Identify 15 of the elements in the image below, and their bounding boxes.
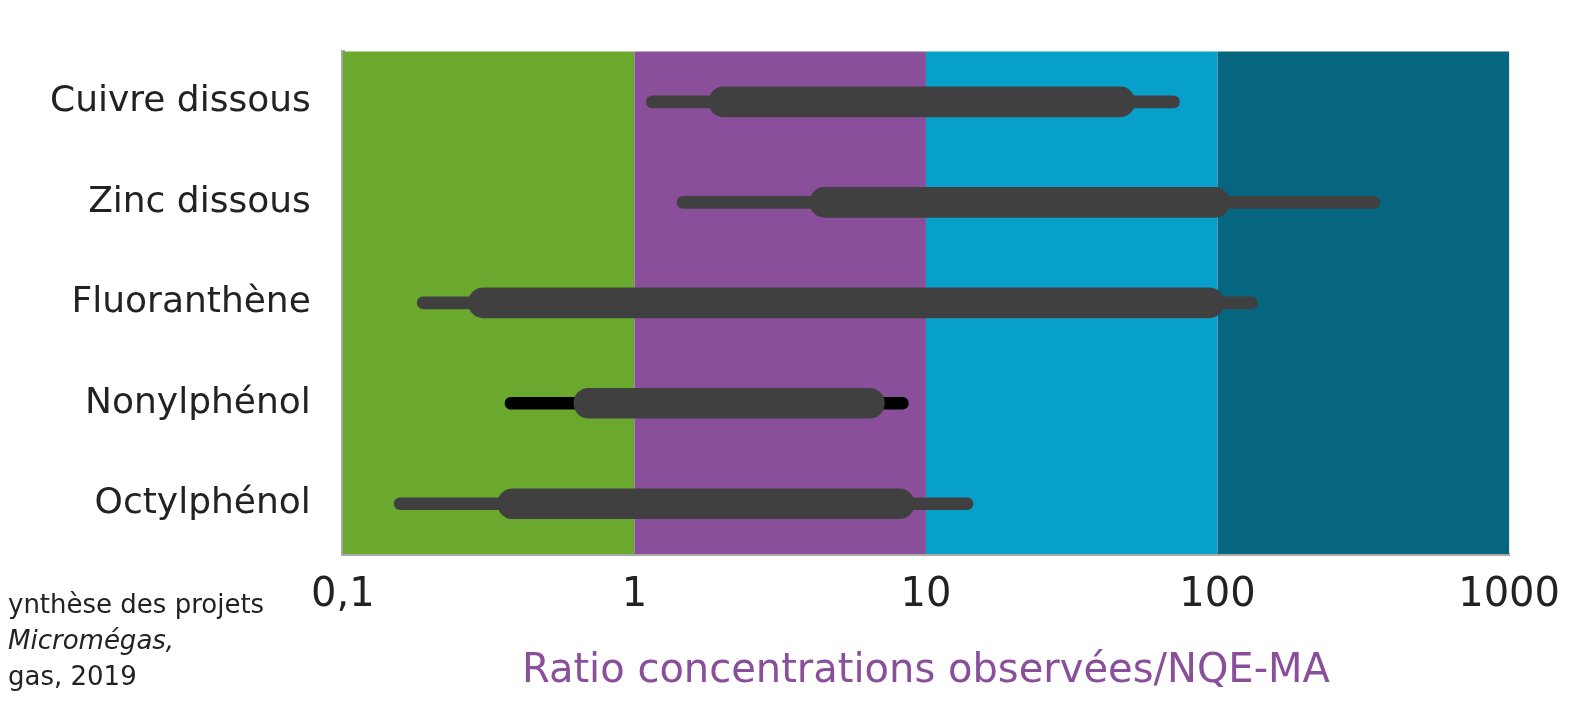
y-tick-label: Zinc dissous [88,178,311,220]
x-tick-label: 0,1 [311,569,375,616]
bar [573,387,885,419]
x-tick-label: 100 [1179,569,1256,616]
x-tick-label: 1000 [1458,569,1560,616]
x-axis-title: Ratio concentrations observées/NQE-MA [521,645,1331,692]
y-tick-label: Fluoranthène [71,279,311,321]
y-tick-label: Nonylphénol [85,379,311,421]
text: gas, 2019 [8,660,138,693]
x-tick-label: 10 [900,569,952,616]
text: ynthèse des projets [8,588,265,621]
y-tick-label: Cuivre dissous [50,78,311,120]
y-tick-label: Octylphénol [94,480,311,522]
text: Micromégas, [8,624,176,657]
x-tick-label: 1 [621,569,648,616]
